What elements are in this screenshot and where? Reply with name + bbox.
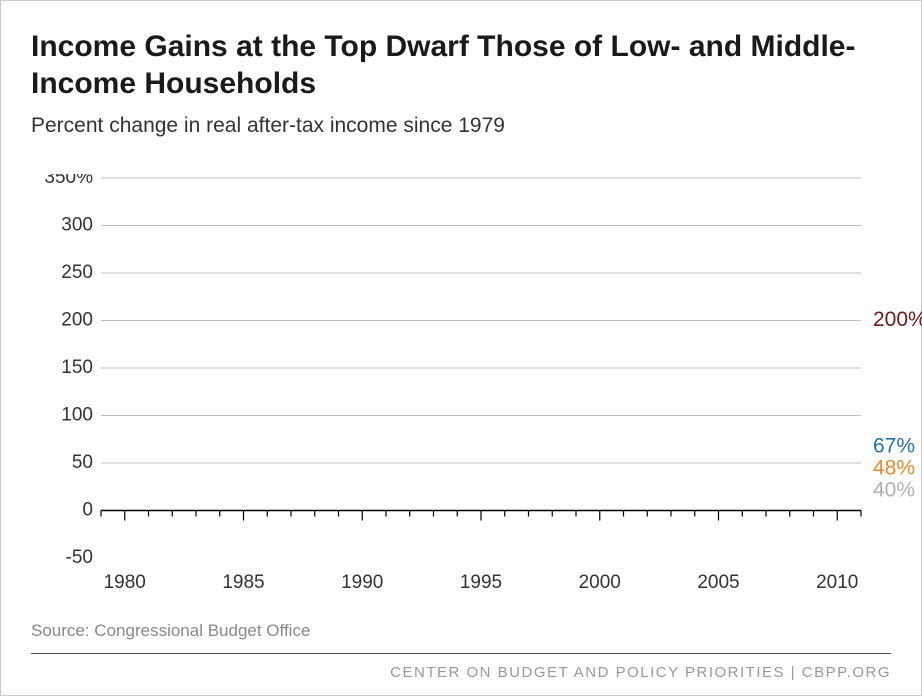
- x-tick-label: 1995: [460, 572, 502, 593]
- x-tick-label: 1990: [341, 572, 383, 593]
- x-tick-label: 2000: [579, 572, 621, 593]
- y-tick-label: 300: [61, 215, 93, 236]
- chart-plot-area: -50 0 50 100 150 200 250 300 350% 1980 1985 1990 199…: [31, 174, 891, 615]
- y-tick-label: 0: [82, 500, 93, 521]
- series-end-label: 200%: [873, 308, 922, 331]
- chart-svg: -50 0 50 100 150 200 250 300 350% 1980 1985 1990 199…: [31, 174, 922, 602]
- chart-title: Income Gains at the Top Dwarf Those of L…: [31, 29, 891, 102]
- y-tick-label: 350%: [44, 174, 93, 188]
- y-tick-label: 100: [61, 405, 93, 426]
- chart-subtitle: Percent change in real after-tax income …: [31, 114, 891, 138]
- y-tick-label: 200: [61, 310, 93, 331]
- chart-card: Income Gains at the Top Dwarf Those of L…: [0, 0, 922, 696]
- series-end-label: 40%: [873, 479, 915, 502]
- series-end-label: 48%: [873, 457, 915, 480]
- footer-rule: [31, 653, 891, 654]
- chart-source: Source: Congressional Budget Office: [31, 621, 891, 641]
- footer-attribution: CENTER ON BUDGET AND POLICY PRIORITIES |…: [31, 664, 891, 681]
- x-tick-label: 1985: [222, 572, 264, 593]
- series-end-label: 67%: [873, 435, 915, 458]
- x-tick-label: 2010: [816, 572, 858, 593]
- x-tick-label: 2005: [697, 572, 739, 593]
- y-tick-label: 150: [61, 357, 93, 378]
- y-tick-label: 250: [61, 262, 93, 283]
- y-tick-label: 50: [72, 452, 93, 473]
- y-tick-label: -50: [66, 547, 93, 568]
- x-tick-label: 1980: [104, 572, 146, 593]
